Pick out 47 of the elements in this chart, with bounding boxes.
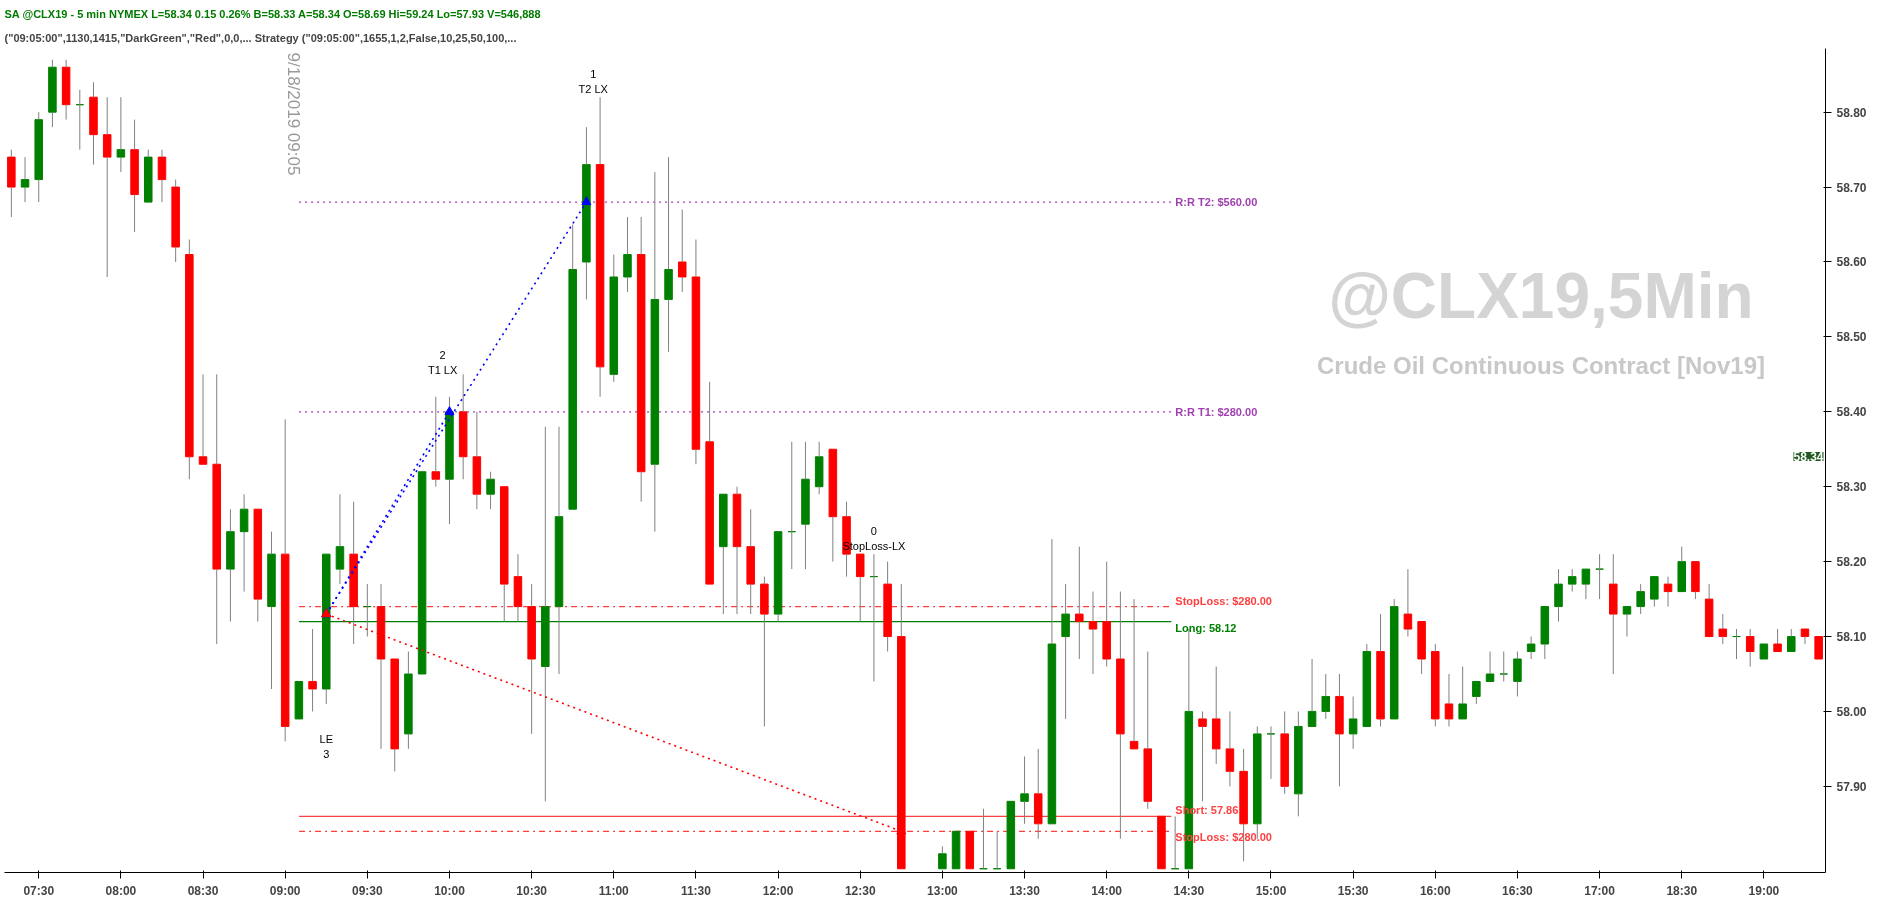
- y-tick-label: 58.30: [1836, 480, 1867, 495]
- annotation: 2: [439, 348, 446, 361]
- y-tick-label: 58.20: [1836, 555, 1867, 570]
- x-tick-label: 14:30: [1173, 883, 1205, 898]
- y-tick-label: 58.10: [1836, 630, 1867, 645]
- annotation: 58.34: [1793, 449, 1824, 464]
- y-tick-label: 58.50: [1836, 330, 1867, 345]
- annotation: R:R T1: $280.00: [1175, 405, 1258, 418]
- x-tick-label: 15:30: [1337, 883, 1369, 898]
- x-tick-label: 18:30: [1666, 883, 1698, 898]
- x-tick-label: 11:30: [680, 883, 712, 898]
- x-tick-label: 13:30: [1009, 883, 1041, 898]
- y-tick-label: 57.90: [1836, 779, 1867, 794]
- x-tick-label: 09:00: [269, 883, 301, 898]
- annotation: T2 LX: [578, 83, 609, 96]
- x-tick-label: 11:00: [598, 883, 630, 898]
- chart-subtitle: ("09:05:00",1130,1415,"DarkGreen","Red",0,0,... Strategy ("09:05:00",1655,1,2,False,10,25,50,100,...: [4, 31, 517, 44]
- x-tick-label: 12:30: [844, 883, 876, 898]
- x-tick-label: 16:30: [1502, 883, 1534, 898]
- annotation: LE: [319, 733, 333, 746]
- y-tick-label: 58.40: [1836, 405, 1867, 420]
- x-tick-label: 13:00: [927, 883, 959, 898]
- annotation: 0: [870, 525, 877, 538]
- x-tick-label: 19:00: [1748, 883, 1780, 898]
- ref-line-label: Long: 58.12: [1175, 621, 1237, 634]
- y-tick-label: 58.60: [1836, 255, 1867, 270]
- y-tick-label: 58.80: [1836, 105, 1867, 120]
- y-tick-label: 58.70: [1836, 180, 1867, 195]
- annotation: 3: [323, 748, 330, 761]
- x-tick-label: 08:00: [105, 883, 137, 898]
- x-tick-label: 15:00: [1255, 883, 1287, 898]
- x-tick-label: 14:00: [1091, 883, 1123, 898]
- x-tick-label: 07:30: [23, 883, 55, 898]
- annotation: T1 LX: [427, 363, 458, 376]
- x-tick-label: 09:30: [351, 883, 383, 898]
- y-tick-label: 58.00: [1836, 704, 1867, 719]
- chart-title: SA @CLX19 - 5 min NYMEX L=58.34 0.15 0.26% B=58.33 A=58.34 O=58.69 Hi=59.24 Lo=57.93 V=546,888: [4, 7, 541, 20]
- x-tick-label: 16:00: [1419, 883, 1451, 898]
- annotation: StopLoss: $280.00: [1175, 594, 1272, 607]
- x-tick-label: 12:00: [762, 883, 794, 898]
- annotation: 9/18/2019 09:05: [284, 52, 304, 176]
- x-tick-label: 17:00: [1584, 883, 1616, 898]
- x-tick-label: 10:30: [516, 883, 548, 898]
- annotation: 1: [590, 68, 597, 81]
- x-tick-label: 10:00: [434, 883, 466, 898]
- x-tick-label: 08:30: [187, 883, 219, 898]
- annotation: R:R T2: $560.00: [1175, 196, 1258, 209]
